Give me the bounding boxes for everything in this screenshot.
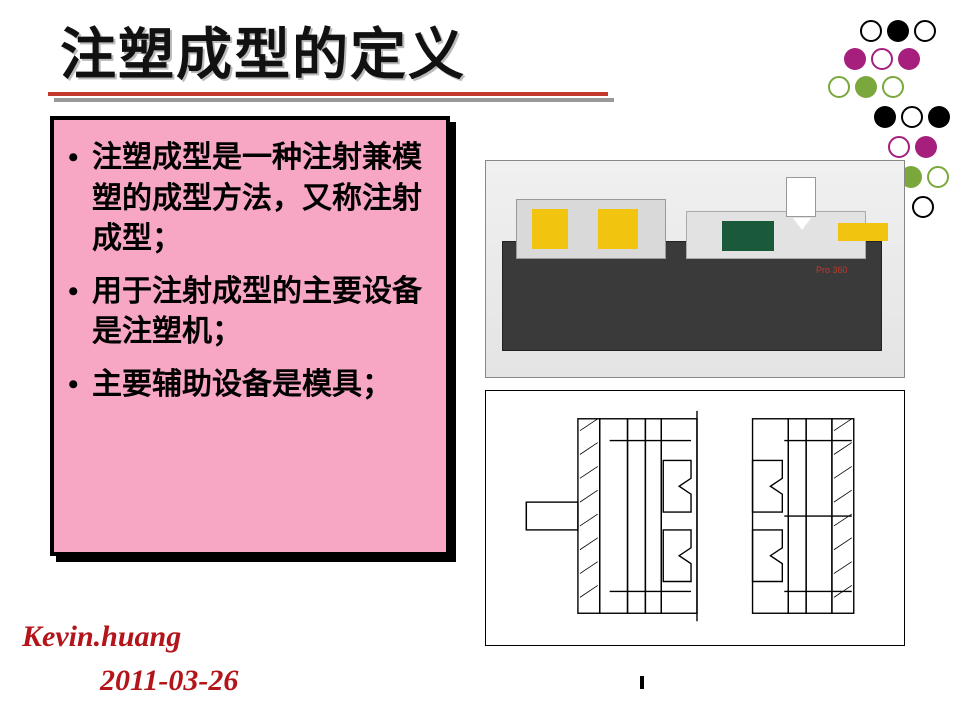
dot-icon (871, 48, 893, 70)
machine-control-panel (722, 221, 774, 251)
dot-icon (898, 48, 920, 70)
dot-icon (928, 106, 950, 128)
mold-diagram-svg (486, 391, 904, 645)
date-label: 2011-03-26 (100, 664, 238, 698)
machine-guard (598, 209, 638, 249)
mold-diagram (485, 390, 905, 646)
dot-icon (828, 76, 850, 98)
dot-icon (882, 76, 904, 98)
bullet-item: 主要辅助设备是模具； (92, 365, 428, 406)
bullet-card: 注塑成型是一种注射兼模塑的成型方法，又称注射成型； 用于注射成型的主要设备是注塑… (50, 116, 450, 556)
dot-icon (927, 166, 949, 188)
dot-icon (844, 48, 866, 70)
dot-icon (901, 106, 923, 128)
dot-icon (855, 76, 877, 98)
dot-icon (914, 20, 936, 42)
bullet-text: 主要辅助设备是模具； (92, 368, 392, 401)
title-wrap: 注塑成型的定义 (60, 10, 466, 91)
dot-icon (874, 106, 896, 128)
dot-icon (915, 136, 937, 158)
page-number-mark (640, 676, 650, 690)
bullet-text: 注塑成型是一种注射兼模塑的成型方法，又称注射成型； (92, 141, 422, 255)
slide: 注塑成型的定义 注塑成型是一种注射兼模塑的成型方法，又称注射成型； 用于注射成型… (0, 0, 960, 720)
author-label: Kevin.huang (22, 620, 181, 654)
bullet-list: 注塑成型是一种注射兼模塑的成型方法，又称注射成型； 用于注射成型的主要设备是注塑… (92, 138, 428, 405)
dot-icon (860, 20, 882, 42)
machine-photo: Pro 360 (485, 160, 905, 378)
machine-guard (532, 209, 568, 249)
dot-icon (888, 136, 910, 158)
machine-hopper (786, 177, 816, 217)
machine-arm (838, 223, 888, 241)
page-title: 注塑成型的定义 (60, 10, 466, 91)
dot-icon (887, 20, 909, 42)
dot-icon (912, 196, 934, 218)
bullet-text: 用于注射成型的主要设备是注塑机； (92, 275, 422, 349)
machine-brand-label: Pro 360 (816, 265, 848, 275)
bullet-item: 用于注射成型的主要设备是注塑机； (92, 272, 428, 353)
bullet-item: 注塑成型是一种注射兼模塑的成型方法，又称注射成型； (92, 138, 428, 260)
